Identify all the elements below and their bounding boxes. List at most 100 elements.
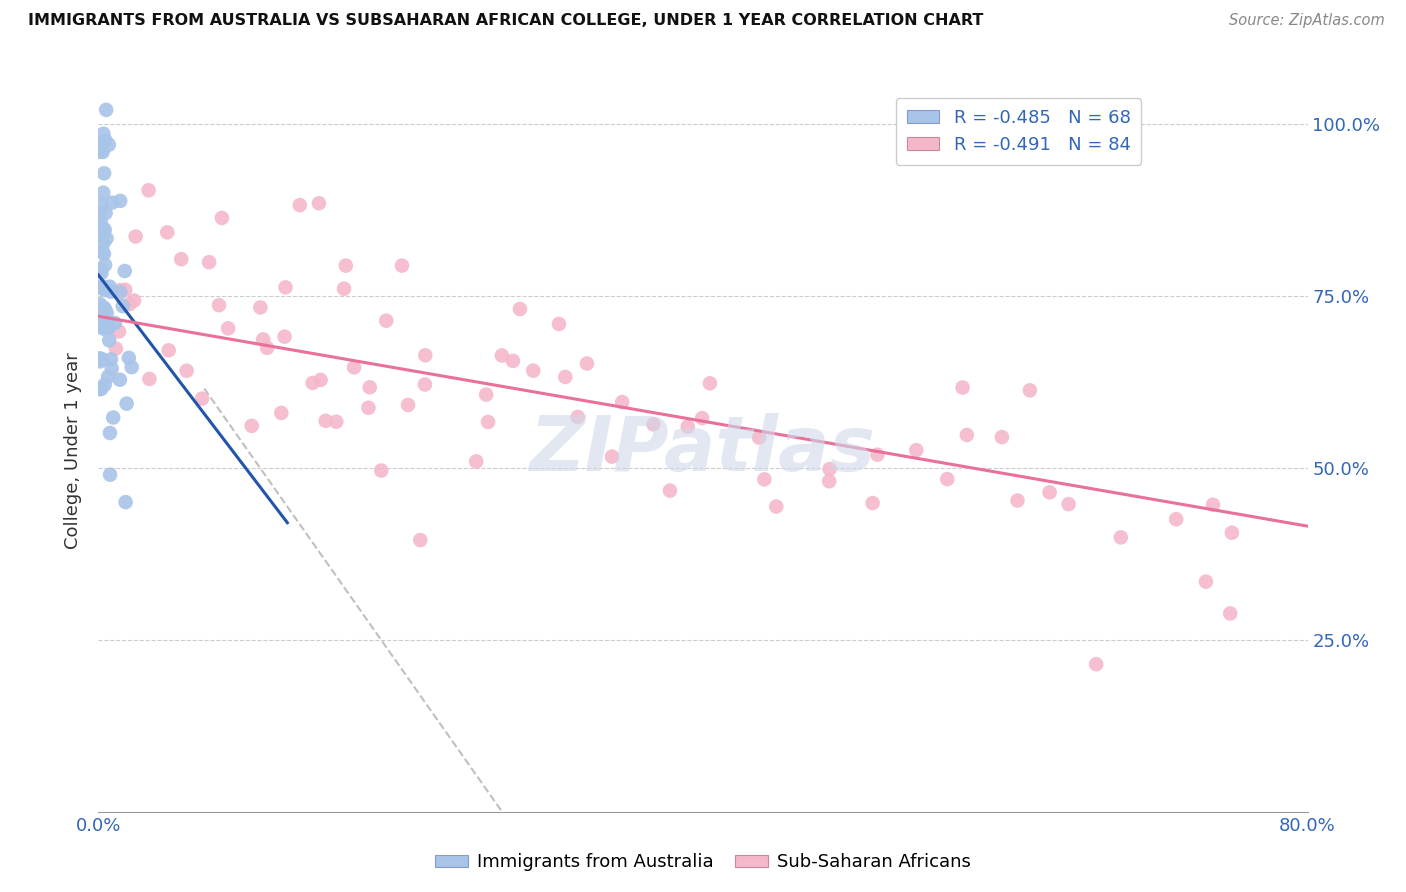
Point — [1166, 512, 1188, 526]
Point — [114, 283, 136, 297]
Point — [522, 364, 544, 378]
Point — [252, 332, 274, 346]
Point — [357, 401, 380, 415]
Point — [94, 103, 117, 117]
Point — [308, 196, 330, 211]
Point — [612, 395, 634, 409]
Point — [862, 496, 884, 510]
Point — [91, 279, 114, 293]
Point — [90, 197, 112, 211]
Point — [333, 282, 356, 296]
Point — [122, 293, 145, 308]
Point — [90, 262, 112, 277]
Point — [93, 223, 115, 237]
Point — [93, 222, 115, 236]
Point — [1109, 530, 1132, 544]
Point — [138, 372, 160, 386]
Point — [97, 137, 120, 152]
Point — [91, 245, 114, 260]
Point — [108, 283, 131, 297]
Point — [288, 198, 311, 212]
Point — [156, 225, 179, 239]
Point — [100, 285, 122, 299]
Point — [465, 454, 488, 468]
Point — [96, 317, 118, 331]
Point — [905, 443, 928, 458]
Point — [952, 380, 974, 394]
Text: Source: ZipAtlas.com: Source: ZipAtlas.com — [1229, 13, 1385, 29]
Point — [554, 370, 576, 384]
Point — [121, 360, 143, 375]
Y-axis label: College, Under 1 year: College, Under 1 year — [63, 352, 82, 549]
Point — [89, 280, 111, 294]
Point — [96, 231, 118, 245]
Point — [94, 302, 117, 317]
Point — [90, 215, 112, 229]
Point — [391, 259, 413, 273]
Point — [93, 301, 115, 315]
Point — [103, 410, 125, 425]
Point — [315, 414, 337, 428]
Point — [97, 319, 120, 334]
Point — [118, 351, 141, 365]
Point — [409, 533, 432, 547]
Point — [157, 343, 180, 358]
Point — [94, 283, 117, 297]
Point — [690, 411, 713, 425]
Point — [1007, 493, 1029, 508]
Point — [818, 462, 841, 476]
Point — [309, 373, 332, 387]
Point — [1202, 498, 1225, 512]
Point — [1195, 574, 1218, 589]
Point — [301, 376, 323, 390]
Point — [93, 127, 115, 141]
Point — [335, 259, 357, 273]
Point — [90, 139, 112, 153]
Point — [93, 312, 115, 326]
Point — [240, 418, 263, 433]
Point — [191, 392, 214, 406]
Legend: R = -0.485   N = 68, R = -0.491   N = 84: R = -0.485 N = 68, R = -0.491 N = 84 — [896, 98, 1142, 165]
Point — [1057, 497, 1080, 511]
Point — [104, 342, 127, 356]
Point — [208, 298, 231, 312]
Point — [413, 377, 436, 392]
Text: ZIPatlas: ZIPatlas — [530, 414, 876, 487]
Point — [115, 396, 138, 410]
Point — [110, 194, 132, 208]
Point — [396, 398, 419, 412]
Point — [97, 369, 120, 384]
Point — [375, 314, 398, 328]
Point — [1220, 525, 1243, 540]
Point — [502, 354, 524, 368]
Point — [270, 406, 292, 420]
Point — [93, 318, 115, 332]
Point — [658, 483, 681, 498]
Point — [89, 351, 111, 366]
Point — [93, 166, 115, 180]
Point — [818, 475, 841, 489]
Point — [217, 321, 239, 335]
Point — [93, 321, 115, 335]
Point — [548, 317, 571, 331]
Point — [176, 364, 198, 378]
Point — [91, 145, 114, 159]
Point — [91, 186, 114, 200]
Point — [96, 306, 118, 320]
Point — [956, 428, 979, 442]
Point — [91, 229, 114, 244]
Point — [111, 299, 134, 313]
Point — [211, 211, 233, 225]
Legend: Immigrants from Australia, Sub-Saharan Africans: Immigrants from Australia, Sub-Saharan A… — [429, 847, 977, 879]
Point — [90, 382, 112, 396]
Point — [991, 430, 1014, 444]
Point — [118, 297, 141, 311]
Point — [748, 431, 770, 445]
Point — [89, 297, 111, 311]
Point — [754, 472, 776, 486]
Point — [98, 425, 121, 440]
Point — [575, 357, 598, 371]
Point — [643, 417, 665, 432]
Point — [90, 352, 112, 367]
Point — [98, 279, 121, 293]
